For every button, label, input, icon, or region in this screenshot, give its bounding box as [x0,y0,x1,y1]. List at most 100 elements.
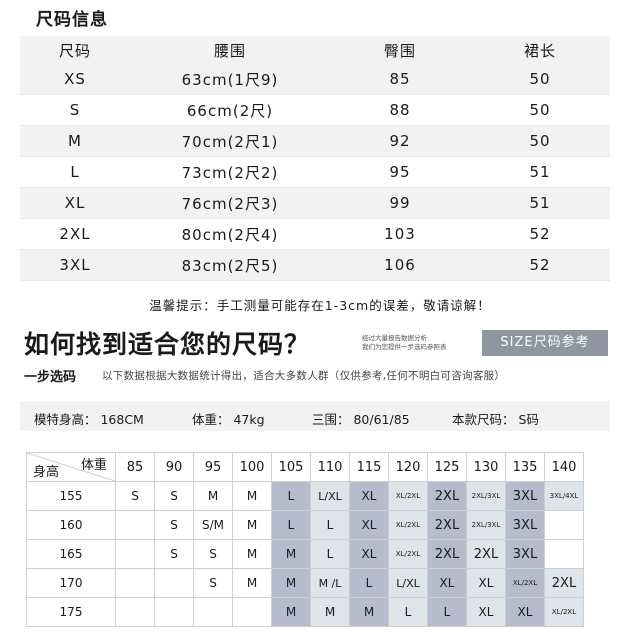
table-row: XS 63cm(1尺9) 85 50 [20,64,610,95]
fit-cell: XL/2XL [388,539,428,569]
weight-col-header: 105 [271,452,311,482]
fit-cell: L [388,597,428,627]
finder-note: 经过大量报告数据分析 我们为您提供一步选码参照表 [362,334,482,352]
height-row-header: 160 [26,510,116,540]
fit-table-row: 175 M M M L L XL XL XL/2XL [26,597,584,627]
cell-waist: 76cm(2尺3) [130,187,330,219]
fit-cell: M [232,539,272,569]
height-row-header: 165 [26,539,116,569]
fit-cell: L [310,510,350,540]
weight-col-header: 100 [232,452,272,482]
fit-cell: M [232,510,272,540]
fit-table-header: 体重 身高 85 90 95 100 105 110 115 120 125 130 135 140 [26,452,584,482]
height-row-header: 175 [26,597,116,627]
fit-cell: XL/2XL [544,597,584,627]
cell-hip: 92 [330,125,470,157]
fit-cell: L [427,597,467,627]
cell-size: L [20,156,130,188]
step-description: 以下数据根据大数据统计得出，适合大多数人群（仅供参考,任何不明白可咨询客服） [102,370,506,382]
fit-cell: L/XL [388,568,428,598]
fit-cell: 3XL/4XL [544,481,584,511]
size-table: 尺码 腰围 臀围 裙长 XS 63cm(1尺9) 85 50 S 66cm(2尺) 88 5… [20,36,610,281]
weight-col-header: 110 [310,452,350,482]
cell-hip: 95 [330,156,470,188]
size-fit-table: 体重 身高 85 90 95 100 105 110 115 120 125 130 135 140 … [26,452,584,627]
weight-col-header: 85 [115,452,155,482]
cell-waist: 63cm(1尺9) [130,64,330,95]
cell-size: M [20,125,130,157]
table-row: XL 76cm(2尺3) 99 51 [20,187,610,219]
fit-cell: XL [466,597,506,627]
cell-waist: 80cm(2尺4) [130,218,330,250]
fit-cell: M [193,481,233,511]
cell-size: 3XL [20,249,130,281]
cell-size: XL [20,187,130,219]
fit-table-row: 155 S S M M L L/XL XL XL/2XL 2XL 2XL/3XL 3XL 3XL/4XL [26,481,584,511]
fit-cell: XL/2XL [505,568,545,598]
fit-cell [544,539,584,569]
cell-hip: 99 [330,187,470,219]
cell-length: 50 [470,64,610,95]
cell-size: S [20,94,130,126]
header-length: 裙长 [470,36,610,64]
model-height: 模特身高： 168CM [34,412,144,427]
height-row-header: 170 [26,568,116,598]
fit-cell: XL/2XL [388,510,428,540]
table-row: 2XL 80cm(2尺4) 103 52 [20,218,610,250]
fit-table-row: 160 S S/M M L L XL XL/2XL 2XL 2XL/3XL 3XL [26,510,584,540]
fit-cell: M [349,597,389,627]
size-reference-badge: SIZE尺码参考 [482,330,608,356]
fit-cell [232,597,272,627]
fit-cell: M [271,568,311,598]
fit-cell: M /L [310,568,350,598]
cell-length: 50 [470,125,610,157]
finder-headline: 如何找到适合您的尺码？ [24,330,311,359]
fit-cell: S [193,539,233,569]
fit-cell: M [232,568,272,598]
weight-col-header: 95 [193,452,233,482]
fit-cell: M [271,539,311,569]
cell-waist: 70cm(2尺1) [130,125,330,157]
table-row: 3XL 83cm(2尺5) 106 52 [20,249,610,281]
model-weight: 体重： 47kg [192,412,265,427]
cell-length: 50 [470,94,610,126]
fit-cell: L [271,481,311,511]
header-size: 尺码 [20,36,130,64]
fit-cell: XL [349,510,389,540]
weight-label: 体重 [80,458,107,473]
weight-col-header: 140 [544,452,584,482]
fit-cell: S [193,568,233,598]
fit-cell [115,597,155,627]
fit-cell: XL [349,481,389,511]
fit-table-row: 170 S M M M /L L L/XL XL XL XL/2XL 2XL [26,568,584,598]
fit-cell: M [271,597,311,627]
fit-cell: 3XL [505,510,545,540]
fit-cell [154,597,194,627]
fit-cell: L [310,539,350,569]
cell-waist: 83cm(2尺5) [130,249,330,281]
cell-hip: 88 [330,94,470,126]
note-line-2: 我们为您提供一步选码参照表 [362,343,447,351]
table-row: S 66cm(2尺) 88 50 [20,94,610,126]
corner-diagonal [27,453,115,481]
table-row: L 73cm(2尺2) 95 51 [20,156,610,188]
fit-cell: L [271,510,311,540]
weight-col-header: 115 [349,452,389,482]
note-line-1: 经过大量报告数据分析 [362,334,427,342]
fit-cell: M [310,597,350,627]
weight-col-header: 125 [427,452,467,482]
weight-col-header: 130 [466,452,506,482]
fit-cell: S [115,481,155,511]
fit-cell: 2XL [544,568,584,598]
model-info-bar: 模特身高： 168CM 体重： 47kg 三围： 80/61/85 本款尺码： … [20,401,610,431]
cell-waist: 66cm(2尺) [130,94,330,126]
height-label: 身高 [33,465,60,480]
model-size: 本款尺码： S码 [452,412,539,427]
measurement-tip: 温馨提示：手工测量可能存在1-3cm的误差，敬请谅解！ [149,298,491,313]
fit-cell: S [154,481,194,511]
cell-hip: 103 [330,218,470,250]
fit-cell [154,568,194,598]
model-measurements: 三围： 80/61/85 [312,412,410,427]
fit-cell [115,568,155,598]
size-table-header: 尺码 腰围 臀围 裙长 [20,36,610,64]
